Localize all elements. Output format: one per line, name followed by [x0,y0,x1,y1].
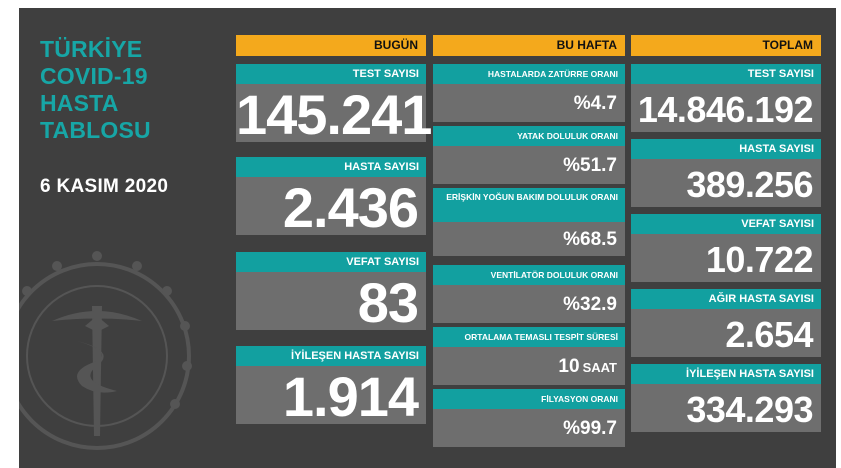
week-card-icu-occupancy: ERİŞKİN YOĞUN BAKIM DOLULUK ORANI %68.5 [433,188,625,256]
card-value: 10.722 [631,234,821,282]
today-header: BUGÜN [236,35,426,56]
card-label: TEST SAYISI [631,64,821,84]
card-label: İYİLEŞEN HASTA SAYISI [631,364,821,384]
title-line: TABLOSU [40,117,151,143]
total-card-recovered: İYİLEŞEN HASTA SAYISI 334.293 [631,364,821,432]
report-date: 6 KASIM 2020 [40,176,169,197]
card-label: FİLYASYON ORANI [433,389,625,409]
ministry-emblem-icon [19,251,192,450]
card-value: 14.846.192 [631,84,821,132]
card-label: HASTA SAYISI [631,139,821,159]
value-text: 10 [558,356,580,377]
value-text: %32.9 [563,294,617,315]
card-label: AĞIR HASTA SAYISI [631,289,821,309]
total-card-severe: AĞIR HASTA SAYISI 2.654 [631,289,821,357]
today-card-recovered: İYİLEŞEN HASTA SAYISI 1.914 [236,346,426,428]
card-label: ERİŞKİN YOĞUN BAKIM DOLULUK ORANI [433,188,625,222]
week-card-pneumonia: HASTALARDA ZATÜRRE ORANI %4.7 [433,64,625,122]
card-value: 2.654 [631,309,821,357]
card-label: VEFAT SAYISI [236,252,426,272]
covid-table-board: TÜRKİYE COVID-19 HASTA TABLOSU 6 KASIM 2… [19,8,836,468]
card-value: 83 [236,272,426,334]
week-card-ventilator: VENTİLATÖR DOLULUK ORANI %32.9 [433,265,625,323]
card-label: HASTA SAYISI [236,157,426,177]
card-value: 334.293 [631,384,821,432]
week-card-bed-occupancy: YATAK DOLULUK ORANI %51.7 [433,126,625,184]
title-line: TÜRKİYE [40,36,143,62]
today-column: BUGÜN TEST SAYISI 145.241 HASTA SAYISI 2… [236,35,432,428]
board-title: TÜRKİYE COVID-19 HASTA TABLOSU [40,36,151,144]
card-value: 2.436 [236,177,426,239]
card-label: VEFAT SAYISI [631,214,821,234]
card-value: %99.7 [433,409,625,447]
value-text: %51.7 [563,155,617,176]
today-card-cases: HASTA SAYISI 2.436 [236,157,426,239]
week-card-contact-time: ORTALAMA TEMASLI TESPİT SÜRESİ 10 SAAT [433,327,625,385]
card-label: HASTALARDA ZATÜRRE ORANI [433,64,625,84]
total-card-test: TEST SAYISI 14.846.192 [631,64,821,132]
card-value: %32.9 [433,285,625,323]
card-value: %51.7 [433,146,625,184]
today-card-test: TEST SAYISI 145.241 [236,64,432,146]
total-column: TOPLAM TEST SAYISI 14.846.192 HASTA SAYI… [631,35,821,432]
card-label: YATAK DOLULUK ORANI [433,126,625,146]
card-value: 389.256 [631,159,821,207]
week-card-filiation: FİLYASYON ORANI %99.7 [433,389,625,447]
card-label: ORTALAMA TEMASLI TESPİT SÜRESİ [433,327,625,347]
card-label: TEST SAYISI [236,64,426,84]
value-text: %99.7 [563,418,617,439]
title-line: HASTA [40,90,119,116]
card-label: VENTİLATÖR DOLULUK ORANI [433,265,625,285]
week-header: BU HAFTA [433,35,625,56]
card-value: 10 SAAT [433,347,625,385]
today-card-deaths: VEFAT SAYISI 83 [236,252,426,334]
title-line: COVID-19 [40,63,148,89]
value-unit: SAAT [582,360,617,375]
card-value: %4.7 [433,84,625,122]
card-value: 1.914 [236,366,426,428]
total-card-deaths: VEFAT SAYISI 10.722 [631,214,821,282]
card-value: 145.241 [236,83,432,146]
value-text: %4.7 [573,93,617,114]
value-text: %68.5 [563,229,617,250]
total-header: TOPLAM [631,35,821,56]
card-value: %68.5 [433,222,625,256]
total-card-cases: HASTA SAYISI 389.256 [631,139,821,207]
week-column: BU HAFTA HASTALARDA ZATÜRRE ORANI %4.7 Y… [433,35,625,447]
card-label: İYİLEŞEN HASTA SAYISI [236,346,426,366]
